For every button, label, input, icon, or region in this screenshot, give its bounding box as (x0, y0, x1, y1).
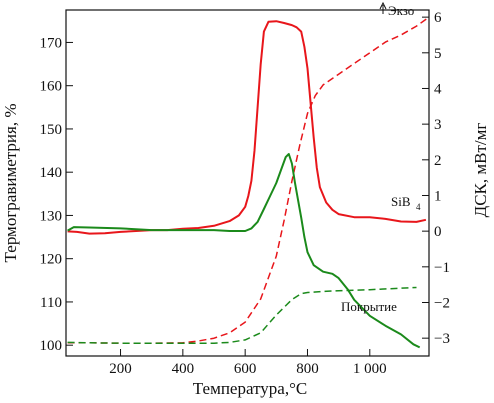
sib-label: SiB (391, 194, 411, 209)
y-left-tick-label: 150 (40, 122, 63, 138)
x-tick-label: 1 000 (353, 361, 387, 377)
y-right-tick-label: 5 (434, 46, 442, 62)
y-left-tick-label: 160 (40, 79, 63, 95)
x-tick-label: 600 (234, 361, 257, 377)
y-right-tick-label: 1 (434, 188, 442, 204)
sib-annotation: SiB 4 (391, 194, 421, 212)
y-right-tick-label: −2 (434, 295, 450, 311)
coating-label: Покрытие (341, 299, 397, 314)
exo-arrow-icon (379, 1, 387, 14)
y-right-tick-label: 0 (434, 224, 442, 240)
sib-subscript: 4 (416, 202, 421, 212)
series-line-2 (67, 16, 430, 344)
y-left-tick-label: 100 (40, 338, 63, 354)
series-layer (67, 16, 430, 349)
plot-frame (65, 9, 430, 357)
series-line-3 (67, 153, 421, 349)
y-left-tick-label: 170 (40, 35, 63, 51)
x-axis-title: Температура,°С (193, 379, 307, 398)
x-tick-label: 200 (109, 361, 132, 377)
y-right-tick-label: 3 (434, 117, 442, 133)
x-tick-label: 400 (172, 361, 195, 377)
y-left-tick-label: 110 (40, 295, 62, 311)
y-axis-right: −3 −2 −1 0 1 2 3 4 5 6 (422, 10, 450, 347)
y-left-tick-label: 120 (40, 252, 63, 268)
y-right-tick-label: −1 (434, 260, 450, 276)
series-line-1 (67, 20, 427, 235)
y-axis-right-title: ДСК, мВт/мг (471, 123, 490, 218)
x-axis: 200 400 600 800 1 000 (109, 349, 387, 377)
y-left-tick-label: 130 (40, 208, 63, 224)
y-right-tick-label: 4 (434, 81, 442, 97)
y-left-tick-label: 140 (40, 165, 63, 181)
series-line-4 (67, 286, 417, 344)
exo-label: Экзо (388, 3, 414, 18)
y-axis-left: 100 110 120 130 140 150 160 170 (40, 35, 73, 354)
y-right-tick-label: 6 (434, 10, 442, 26)
y-right-tick-label: −3 (434, 331, 450, 347)
x-tick-label: 800 (296, 361, 319, 377)
y-right-tick-label: 2 (434, 153, 442, 169)
exo-annotation: Экзо (379, 1, 414, 18)
y-axis-left-title: Термогравиметрия, % (1, 104, 20, 263)
